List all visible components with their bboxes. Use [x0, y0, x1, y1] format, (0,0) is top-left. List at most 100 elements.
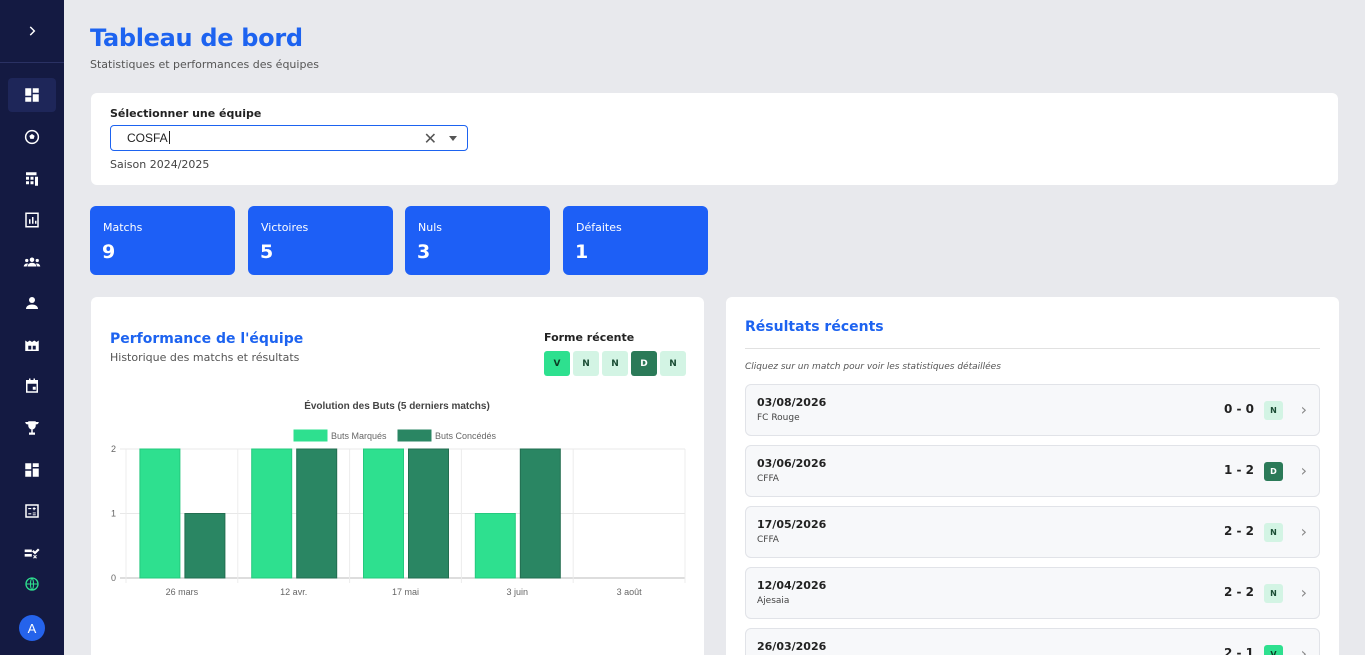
bar — [519, 448, 561, 579]
dashboard-alt-icon[interactable] — [8, 453, 56, 487]
stat-tile-victoires: Victoires 5 — [248, 206, 393, 275]
form-badge: V — [544, 351, 570, 376]
stat-label: Victoires — [261, 221, 309, 234]
calculate-icon[interactable] — [8, 494, 56, 528]
results-card: Résultats récents Cliquez sur un match p… — [726, 297, 1339, 655]
bar-chart-icon[interactable] — [8, 203, 56, 237]
match-date: 12/04/2026 — [757, 579, 827, 592]
sidebar-divider — [0, 62, 64, 63]
match-score: 2 - 2 — [1223, 524, 1254, 538]
match-opponent: FC Rouge — [757, 413, 800, 423]
stat-value: 9 — [102, 241, 116, 263]
dropdown-arrow-icon[interactable] — [449, 136, 457, 141]
calendar-icon[interactable] — [8, 369, 56, 403]
chart-title: Évolution des Buts (5 derniers matchs) — [304, 399, 490, 412]
bar — [474, 513, 516, 579]
trophy-icon[interactable] — [8, 411, 56, 445]
clear-icon[interactable]: ✕ — [423, 131, 437, 148]
match-score: 2 - 1 — [1223, 646, 1254, 655]
season-label: Saison 2024/2025 — [110, 158, 210, 171]
stat-value: 1 — [575, 241, 589, 263]
team-selector-card: Sélectionner une équipe COSFA ✕ Saison 2… — [91, 93, 1338, 185]
team-select-input[interactable]: COSFA ✕ — [110, 125, 468, 151]
results-title: Résultats récents — [745, 319, 884, 335]
form-title: Forme récente — [544, 331, 635, 344]
bar — [184, 513, 226, 579]
checklist-icon[interactable] — [8, 536, 56, 570]
bar — [139, 448, 181, 579]
match-date: 17/05/2026 — [757, 518, 827, 531]
stadium-icon[interactable] — [8, 328, 56, 362]
y-tick-label: 0 — [111, 573, 116, 583]
x-tick-label: 3 août — [617, 587, 643, 597]
result-badge: D — [1264, 462, 1283, 481]
match-row[interactable]: 03/08/2026 FC Rouge 0 - 0 N › — [745, 384, 1320, 436]
match-score: 1 - 2 — [1223, 463, 1254, 477]
form-badge: N — [660, 351, 686, 376]
stat-label: Nuls — [418, 221, 442, 234]
goals-chart: Évolution des Buts (5 derniers matchs) Bu… — [111, 399, 686, 597]
chevron-right-icon[interactable]: › — [1300, 522, 1307, 541]
match-date: 03/08/2026 — [757, 396, 827, 409]
chevron-right-icon[interactable] — [0, 10, 64, 52]
team-selector-label: Sélectionner une équipe — [110, 107, 262, 120]
form-badge: N — [602, 351, 628, 376]
match-date: 03/06/2026 — [757, 457, 827, 470]
match-row[interactable]: 03/06/2026 CFFA 1 - 2 D › — [745, 445, 1320, 497]
match-score: 2 - 2 — [1223, 585, 1254, 599]
legend-swatch — [293, 429, 328, 442]
results-hint: Cliquez sur un match pour voir les stati… — [745, 362, 1001, 372]
x-tick-label: 12 avr. — [280, 587, 307, 597]
legend-label: Buts Marqués — [331, 431, 387, 441]
legend-swatch — [397, 429, 432, 442]
form-badge: N — [573, 351, 599, 376]
result-badge: N — [1264, 401, 1283, 420]
team-select-value: COSFA — [127, 131, 170, 145]
dashboard-icon[interactable] — [8, 78, 56, 112]
bar — [363, 448, 404, 579]
stat-tile-nuls: Nuls 3 — [405, 206, 550, 275]
match-opponent: CFFA — [757, 535, 779, 545]
stat-label: Défaites — [576, 221, 622, 234]
result-badge: V — [1264, 645, 1283, 655]
stat-value: 3 — [417, 241, 431, 263]
chevron-right-icon[interactable]: › — [1300, 400, 1307, 419]
divider — [745, 348, 1320, 349]
match-score: 0 - 0 — [1223, 402, 1254, 416]
x-tick-label: 17 mai — [392, 587, 419, 597]
calculator-grid-icon[interactable] — [8, 162, 56, 196]
x-tick-label: 3 juin — [507, 587, 529, 597]
stat-tile-defaites: Défaites 1 — [563, 206, 708, 275]
globe-icon[interactable] — [0, 572, 64, 596]
avatar[interactable]: A — [19, 615, 45, 641]
result-badge: N — [1264, 584, 1283, 603]
page-title: Tableau de bord — [90, 24, 303, 52]
sidebar: A — [0, 0, 64, 655]
y-tick-label: 2 — [111, 444, 116, 454]
match-opponent: Ajesaia — [757, 596, 790, 606]
stat-label: Matchs — [103, 221, 143, 234]
match-row[interactable]: 26/03/2026 2 - 1 V › — [745, 628, 1320, 655]
form-badge: D — [631, 351, 657, 376]
chevron-right-icon[interactable]: › — [1300, 644, 1307, 655]
x-tick-label: 26 mars — [166, 587, 199, 597]
chevron-right-icon[interactable]: › — [1300, 461, 1307, 480]
bar — [408, 448, 449, 579]
match-row[interactable]: 17/05/2026 CFFA 2 - 2 N › — [745, 506, 1320, 558]
stat-tile-matchs: Matchs 9 — [90, 206, 235, 275]
match-opponent: CFFA — [757, 474, 779, 484]
legend-label: Buts Concédés — [435, 431, 497, 441]
result-badge: N — [1264, 523, 1283, 542]
match-date: 26/03/2026 — [757, 640, 827, 653]
page-subtitle: Statistiques et performances des équipes — [90, 58, 319, 71]
person-icon[interactable] — [8, 286, 56, 320]
soccer-ball-icon[interactable] — [8, 120, 56, 154]
chevron-right-icon[interactable]: › — [1300, 583, 1307, 602]
performance-title: Performance de l'équipe — [110, 331, 304, 347]
performance-subtitle: Historique des matchs et résultats — [110, 351, 300, 364]
match-row[interactable]: 12/04/2026 Ajesaia 2 - 2 N › — [745, 567, 1320, 619]
groups-icon[interactable] — [8, 245, 56, 279]
performance-card: Performance de l'équipe Historique des m… — [91, 297, 704, 655]
y-tick-label: 1 — [111, 509, 116, 519]
